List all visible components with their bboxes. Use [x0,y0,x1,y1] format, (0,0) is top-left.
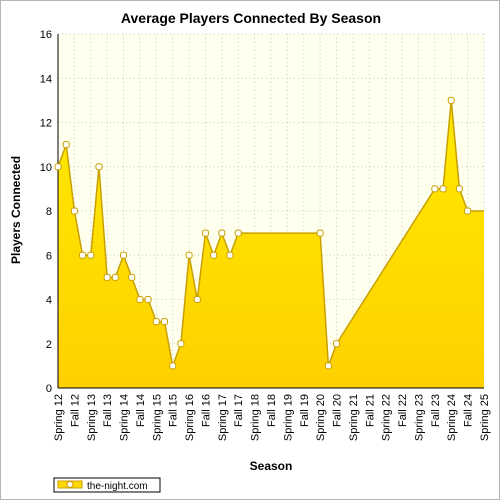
x-tick-label: Spring 20 [315,394,327,441]
data-point [144,296,152,303]
axes [57,34,484,389]
legend: the-night.com [53,477,161,493]
y-tick-label: 14 [40,73,52,85]
data-point [62,141,70,149]
x-tick-label: Spring 22 [381,394,393,441]
x-tick-label: Fall 13 [102,394,114,427]
data-point [464,207,472,215]
y-tick-labels: 0 2 4 6 8 10 12 14 16 [40,29,52,395]
data-point [70,207,78,215]
x-tick-label: Spring 12 [53,394,65,441]
data-point [152,318,160,326]
data-point [87,251,95,259]
data-point [177,340,185,348]
data-point [193,296,201,303]
y-tick-label: 16 [40,29,52,41]
data-point [431,185,439,193]
y-tick-label: 0 [46,383,52,395]
data-point [218,229,226,237]
y-tick-label: 12 [40,118,52,130]
y-axis-title: Players Connected [9,156,23,264]
data-point [201,229,209,237]
series-area [57,100,484,388]
data-point [455,185,463,193]
x-tick-label: Fall 18 [266,394,278,427]
data-point [333,340,341,348]
data-point [95,163,103,171]
data-point [136,296,144,303]
x-tick-label: Fall 20 [332,394,344,427]
data-point [447,96,455,104]
x-tick-label: Spring 17 [217,394,229,441]
x-tick-label: Spring 23 [413,394,425,441]
y-tick-label: 2 [46,339,52,351]
x-tick-label: Fall 14 [135,394,147,427]
x-tick-label: Fall 21 [364,394,376,427]
area-fill [58,100,484,388]
x-tick-labels: Spring 12 Fall 12 Spring 13 Fall 13 Spring 1… [53,394,491,441]
data-point [185,251,193,259]
data-point [79,251,87,259]
data-point [120,251,128,259]
chart-title: Average Players Connected By Season [121,10,381,26]
x-tick-label: Spring 21 [348,394,360,441]
x-tick-label: Spring 16 [184,394,196,441]
data-point [316,229,324,237]
x-tick-label: Spring 25 [479,394,491,441]
x-tick-label: Fall 12 [69,394,81,427]
x-tick-label: Fall 15 [168,394,180,427]
y-tick-label: 10 [40,162,52,174]
data-point [226,251,234,259]
y-tick-label: 8 [46,206,52,218]
x-tick-label: Spring 15 [151,394,163,441]
legend-marker [66,481,74,488]
x-tick-label: Spring 18 [250,394,262,441]
x-tick-label: Spring 24 [446,394,458,441]
x-tick-label: Fall 23 [430,394,442,427]
x-tick-label: Fall 22 [397,394,409,427]
series-markers [54,96,472,370]
data-point [210,251,218,259]
x-tick-label: Spring 13 [86,394,98,441]
x-tick-label: Fall 19 [299,394,311,427]
data-point [111,273,119,281]
x-axis-title: Season [250,459,293,473]
data-point [54,163,62,171]
x-tick-label: Spring 19 [282,394,294,441]
x-tick-label: Spring 14 [119,394,131,441]
data-point [324,362,332,370]
y-tick-label: 6 [46,250,52,262]
data-point [439,185,447,193]
y-tick-label: 4 [46,295,52,307]
data-point [234,229,242,237]
x-tick-label: Fall 17 [233,394,245,427]
legend-label: the-night.com [87,481,148,492]
data-point [103,273,111,281]
series-line [57,100,484,369]
x-tick-label: Fall 16 [200,394,212,427]
data-point [128,273,136,281]
data-point [161,318,168,326]
data-point [169,362,177,370]
x-tick-label: Fall 24 [463,394,475,427]
